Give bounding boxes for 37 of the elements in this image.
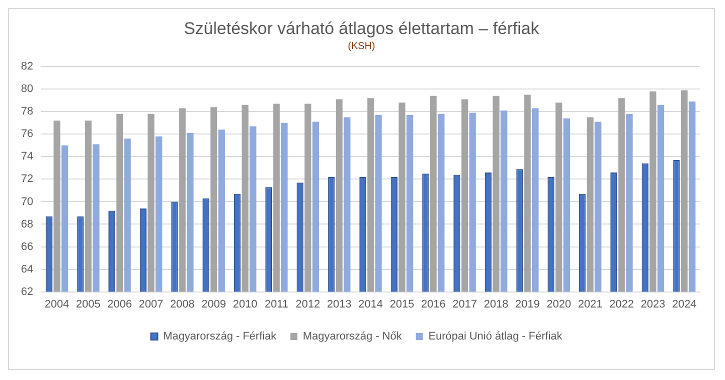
x-tick-label: 2012 bbox=[296, 298, 320, 310]
x-tick-label: 2022 bbox=[609, 298, 634, 310]
legend-label: Magyarország - Férfiak bbox=[163, 330, 277, 343]
x-tick-label: 2004 bbox=[44, 298, 70, 310]
x-tick-label: 2018 bbox=[484, 298, 508, 310]
x-tick-label: 2017 bbox=[452, 298, 477, 310]
legend-label: Európai Unió átlag - Férfiak bbox=[428, 330, 563, 343]
x-tick-label: 2008 bbox=[170, 298, 195, 310]
y-tick-label: 62 bbox=[20, 286, 34, 298]
y-tick-label: 70 bbox=[20, 196, 34, 208]
x-tick-label: 2005 bbox=[76, 298, 101, 310]
y-tick-label: 68 bbox=[20, 218, 34, 230]
y-tick-label: 64 bbox=[20, 263, 34, 276]
x-tick-label: 2007 bbox=[138, 298, 164, 310]
y-tick-label: 82 bbox=[20, 60, 34, 73]
x-tick-label: 2021 bbox=[578, 298, 602, 310]
x-tick-label: 2010 bbox=[232, 298, 258, 310]
y-tick-label: 66 bbox=[20, 240, 34, 253]
x-tick-label: 2024 bbox=[672, 298, 697, 310]
x-tick-label: 2009 bbox=[202, 298, 226, 310]
x-tick-label: 2016 bbox=[421, 298, 446, 310]
y-tick-label: 78 bbox=[20, 106, 34, 118]
x-tick-label: 2015 bbox=[390, 298, 414, 310]
x-tick-label: 2023 bbox=[640, 298, 666, 310]
y-tick-label: 80 bbox=[20, 83, 34, 96]
legend-label: Magyarország - Nők bbox=[302, 330, 402, 343]
x-tick-label: 2014 bbox=[358, 298, 383, 310]
y-tick-label: 72 bbox=[20, 173, 34, 186]
x-tick-label: 2006 bbox=[107, 298, 132, 310]
y-tick-label: 76 bbox=[20, 128, 34, 140]
chart-subtitle: (KSH) bbox=[346, 41, 376, 52]
x-tick-label: 2013 bbox=[327, 298, 352, 310]
x-tick-label: 2019 bbox=[515, 298, 540, 310]
x-tick-label: 2020 bbox=[546, 298, 572, 310]
y-tick-label: 74 bbox=[20, 150, 34, 163]
x-tick-label: 2011 bbox=[264, 298, 288, 310]
chart-title: Születéskor várható átlagos élettartam – férfiak bbox=[182, 18, 540, 39]
